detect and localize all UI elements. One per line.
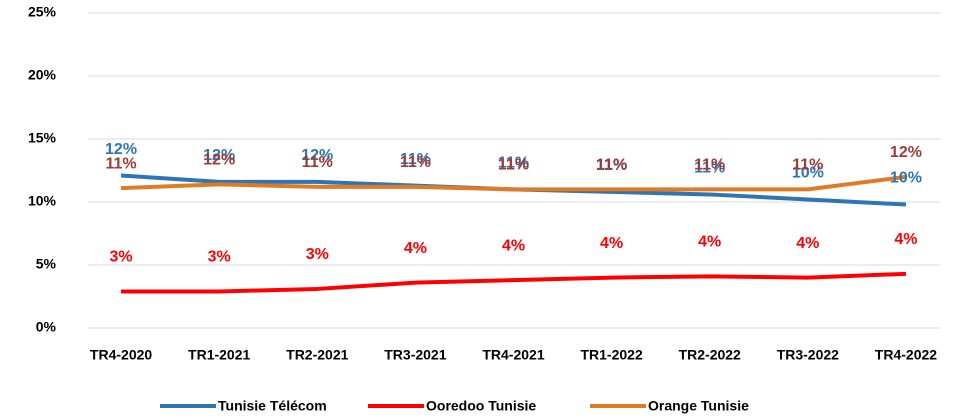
data-label: 12% bbox=[105, 141, 137, 158]
data-label: 11% bbox=[596, 157, 627, 174]
data-label: 4% bbox=[796, 235, 819, 252]
data-label: 11% bbox=[498, 155, 529, 172]
x-tick-label: TR4-2022 bbox=[875, 347, 937, 363]
data-label: 11% bbox=[694, 157, 725, 174]
data-label: 4% bbox=[894, 231, 917, 248]
x-tick-label: TR3-2022 bbox=[777, 347, 839, 363]
data-label: 11% bbox=[498, 157, 529, 174]
data-label: 12% bbox=[890, 144, 922, 161]
data-label: 11% bbox=[596, 157, 627, 174]
data-label: 4% bbox=[698, 234, 721, 251]
series-line bbox=[120, 174, 907, 192]
data-label: 11% bbox=[694, 160, 725, 177]
data-label: 4% bbox=[600, 235, 623, 252]
x-tick-label: TR2-2021 bbox=[286, 347, 348, 363]
data-label: 4% bbox=[404, 240, 427, 257]
data-label: 11% bbox=[400, 154, 431, 171]
data-label: 11% bbox=[302, 154, 333, 171]
data-label: 4% bbox=[502, 237, 525, 254]
data-label: 12% bbox=[203, 152, 235, 169]
data-label: 11% bbox=[400, 151, 431, 168]
data-label: 12% bbox=[203, 147, 235, 164]
data-label: 10% bbox=[792, 165, 824, 182]
legend-label: Orange Tunisie bbox=[648, 398, 749, 414]
y-tick-label: 10% bbox=[28, 193, 57, 209]
x-tick-label: TR1-2022 bbox=[580, 347, 642, 363]
data-label: 11% bbox=[792, 157, 823, 174]
x-tick-label: TR1-2021 bbox=[188, 347, 250, 363]
y-tick-label: 5% bbox=[36, 256, 57, 272]
y-tick-label: 20% bbox=[28, 67, 57, 83]
legend-label: Tunisie Télécom bbox=[218, 398, 327, 414]
x-tick-label: TR3-2021 bbox=[384, 347, 446, 363]
y-tick-label: 25% bbox=[28, 4, 57, 20]
data-label: 3% bbox=[109, 249, 132, 266]
y-tick-label: 0% bbox=[36, 319, 57, 335]
data-label: 3% bbox=[208, 249, 231, 266]
x-tick-label: TR4-2020 bbox=[90, 347, 152, 363]
data-label: 3% bbox=[306, 246, 329, 263]
data-label: 10% bbox=[890, 170, 922, 187]
data-label: 11% bbox=[105, 155, 136, 172]
x-tick-label: TR2-2022 bbox=[679, 347, 741, 363]
y-tick-label: 15% bbox=[28, 130, 57, 146]
series-line bbox=[121, 271, 907, 294]
x-tick-label: TR4-2021 bbox=[482, 347, 544, 363]
legend-label: Ooredoo Tunisie bbox=[426, 398, 536, 414]
data-label: 12% bbox=[301, 147, 333, 164]
